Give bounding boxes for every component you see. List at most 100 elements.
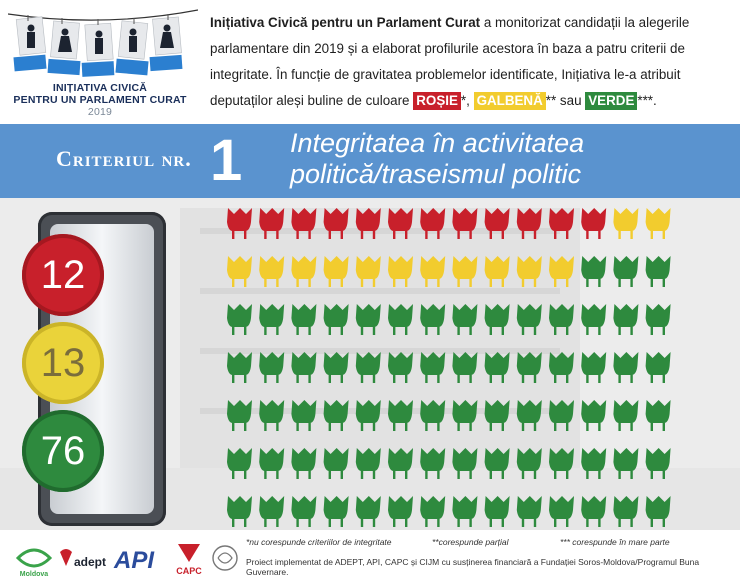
deputy-chair	[388, 400, 413, 431]
deputy-chair	[549, 448, 574, 479]
deputy-chair	[420, 208, 446, 239]
deputy-chair	[259, 352, 285, 383]
deputy-chair	[581, 208, 607, 239]
deputy-chair	[323, 448, 349, 479]
note-yellow: **corespunde parțial	[432, 537, 509, 547]
criterion-label: Criteriul nr.	[56, 146, 192, 171]
intro-bold-lead: Inițiativa Civică pentru un Parlament Cu…	[210, 15, 481, 30]
deputy-chair	[355, 352, 381, 383]
deputy-chair	[452, 208, 478, 239]
deputy-chair	[355, 256, 381, 287]
deputy-chair	[323, 400, 349, 431]
deputy-chair	[323, 304, 349, 335]
deputy-chairs-grid	[227, 208, 671, 527]
intro-text: a monitorizat candidații la alegerile pa…	[210, 15, 690, 108]
deputy-chair	[549, 352, 574, 383]
deputy-chair	[420, 256, 446, 287]
deputy-chair	[613, 256, 639, 287]
deputy-chair	[613, 304, 639, 335]
deputy-chair	[516, 400, 542, 431]
deputy-chair	[227, 304, 252, 335]
tag-green: VERDE	[585, 92, 638, 110]
deputy-chair	[452, 352, 478, 383]
deputy-chair	[613, 352, 639, 383]
deputy-chair	[291, 496, 317, 527]
deputy-chair	[613, 208, 639, 239]
adept-logo: adept	[60, 549, 106, 569]
cijm-logo	[212, 545, 238, 571]
project-credit: Proiect implementat de ADEPT, API, CAPC …	[246, 557, 700, 577]
deputy-chair	[452, 400, 478, 431]
deputy-chair	[549, 256, 574, 287]
deputy-chair	[645, 448, 671, 479]
deputy-chair	[549, 496, 574, 527]
deputy-chair	[388, 496, 413, 527]
deputy-chair	[645, 304, 671, 335]
deputy-chair	[645, 400, 671, 431]
moldova-logo-text: Moldova	[20, 571, 48, 578]
deputy-chair	[227, 352, 252, 383]
deputy-chair	[355, 496, 381, 527]
deputy-chair	[323, 256, 349, 287]
deputy-chair	[516, 448, 542, 479]
deputy-chair	[452, 448, 478, 479]
deputy-chair	[645, 208, 671, 239]
deputy-chair	[581, 448, 607, 479]
deputy-chair	[323, 496, 349, 527]
deputy-chair	[420, 448, 446, 479]
logo-title-line2: PENTRU UN PARLAMENT CURAT	[13, 94, 187, 106]
logo-year: 2019	[87, 106, 113, 118]
deputy-chair	[291, 400, 317, 431]
deputy-chair	[484, 400, 510, 431]
deputy-chair	[259, 448, 285, 479]
deputy-chair	[355, 400, 381, 431]
deputy-chair	[259, 304, 285, 335]
note-green: *** corespunde în mare parte	[560, 537, 670, 547]
deputy-chair	[420, 304, 446, 335]
deputy-chair	[581, 400, 607, 431]
deputy-chair	[420, 496, 446, 527]
deputy-chair	[355, 448, 381, 479]
deputy-chair	[388, 352, 413, 383]
deputy-chair	[388, 256, 413, 287]
criterion-banner	[0, 124, 740, 198]
intro-sep3: ***.	[637, 93, 657, 108]
deputy-chair	[516, 304, 542, 335]
deputy-chair	[645, 496, 671, 527]
deputy-chair	[645, 256, 671, 287]
deputy-chair	[484, 496, 510, 527]
deputy-chair	[291, 208, 317, 239]
capc-logo-text: CAPC	[176, 566, 202, 576]
criterion-title: Integritatea în activitatea politică/tra…	[290, 128, 585, 189]
deputy-chair	[484, 208, 510, 239]
deputy-chair	[291, 256, 317, 287]
deputy-chair	[388, 448, 413, 479]
deputy-chair	[291, 448, 317, 479]
deputy-chair	[549, 400, 574, 431]
deputy-chair	[645, 352, 671, 383]
logo-title: INIȚIATIVA CIVICĂ PENTRU UN PARLAMENT CU…	[0, 82, 200, 118]
deputy-chair	[452, 496, 478, 527]
green-count-light: 76	[22, 410, 104, 492]
deputy-chair	[388, 304, 413, 335]
deputy-chair	[259, 208, 285, 239]
intro-paragraph: Inițiativa Civică pentru un Parlament Cu…	[210, 10, 730, 114]
deputy-chair	[452, 256, 478, 287]
deputy-chair	[581, 496, 607, 527]
deputy-chair	[259, 256, 285, 287]
deputy-chair	[484, 304, 510, 335]
deputy-chair	[549, 304, 574, 335]
deputy-chair	[452, 304, 478, 335]
deputy-chair	[516, 256, 542, 287]
deputy-chair	[291, 304, 317, 335]
red-count-light: 12	[22, 234, 104, 316]
deputy-chair	[484, 352, 510, 383]
adept-logo-text: adept	[74, 555, 106, 569]
deputy-chair	[613, 448, 639, 479]
tag-yellow: GALBENĂ	[473, 92, 546, 110]
deputy-chair	[388, 208, 413, 239]
criterion-number: 1	[210, 128, 243, 193]
deputy-chair	[549, 208, 574, 239]
deputy-chair	[259, 496, 285, 527]
deputy-chair	[516, 496, 542, 527]
